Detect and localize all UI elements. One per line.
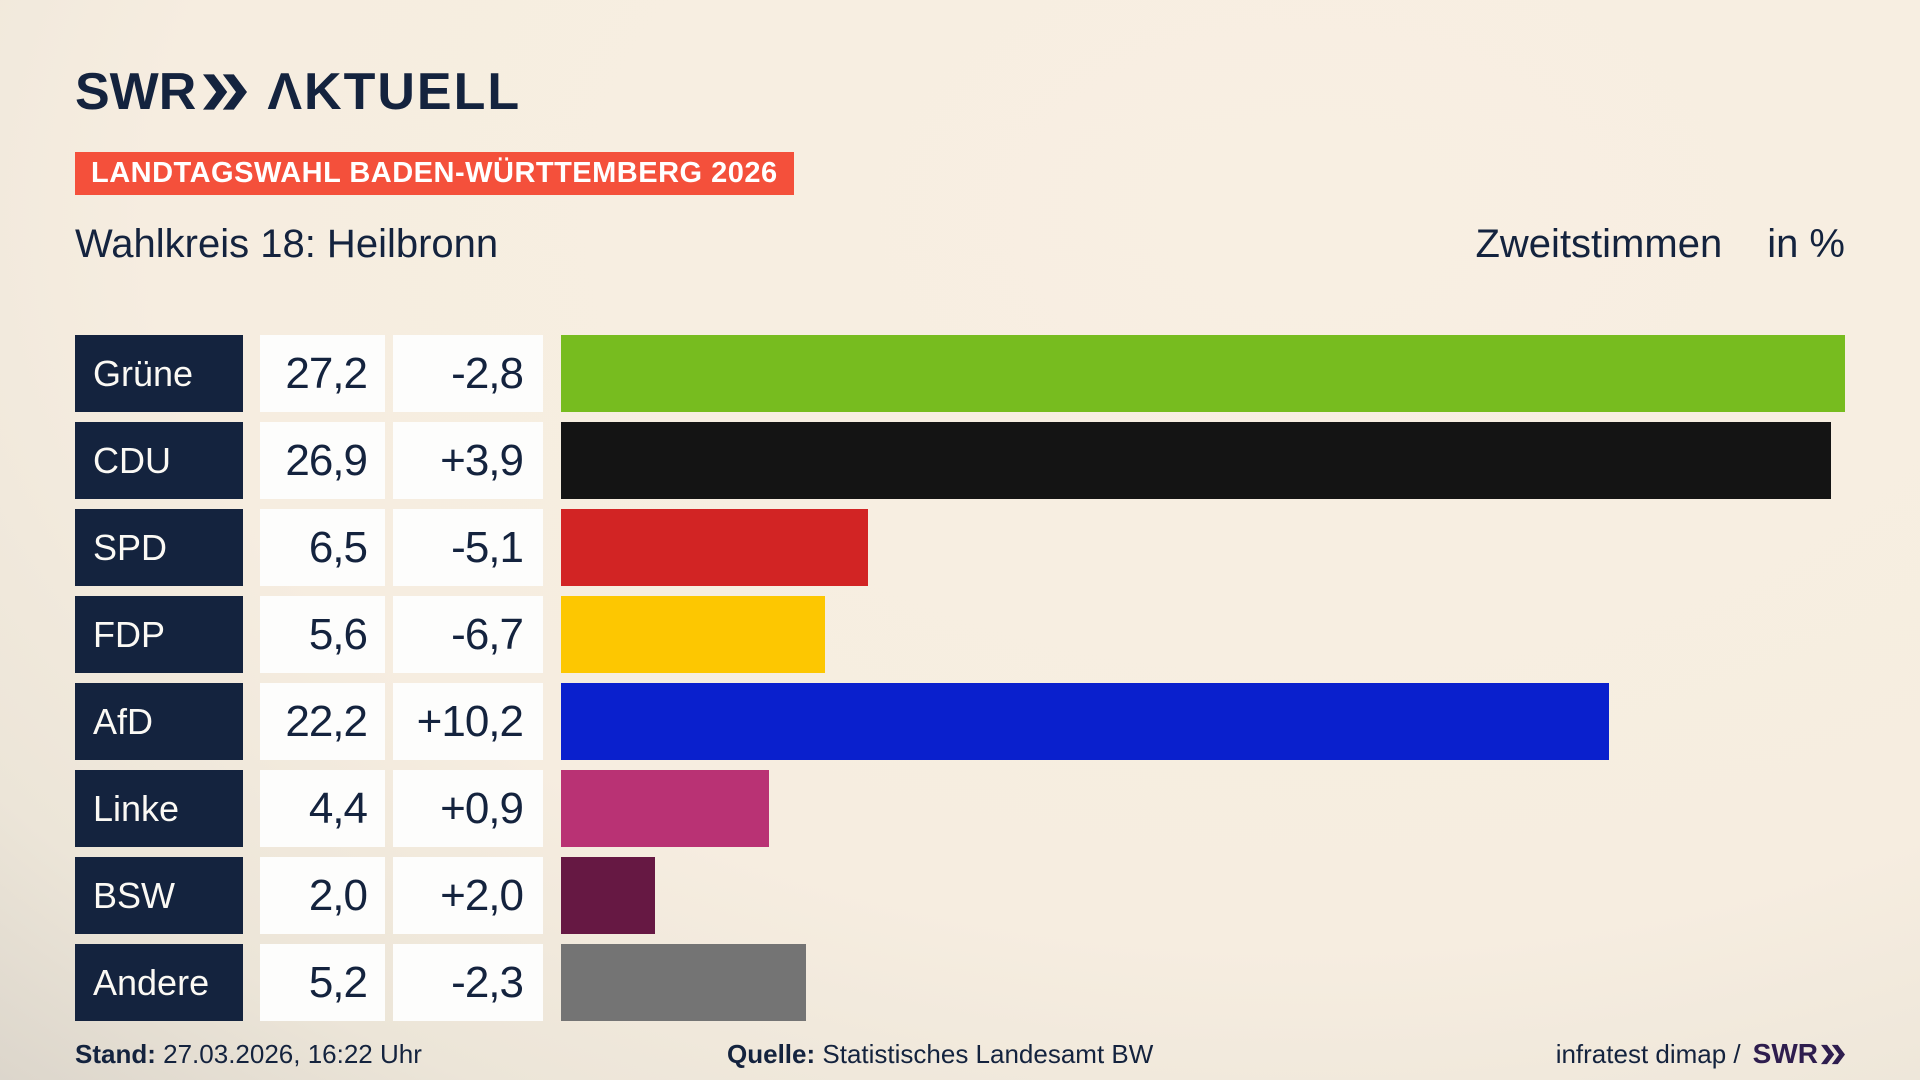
table-row: Linke 4,4 +0,9 — [75, 770, 1845, 847]
bar — [561, 335, 1845, 412]
party-label: SPD — [75, 509, 243, 586]
bar-area — [561, 770, 1845, 847]
value-cell: 6,5 — [260, 509, 385, 586]
swr-footer-logo-text: SWR — [1752, 1038, 1818, 1069]
bar — [561, 770, 769, 847]
bar-area — [561, 509, 1845, 586]
table-row: AfD 22,2 +10,2 — [75, 683, 1845, 760]
table-row: Grüne 27,2 -2,8 — [75, 335, 1845, 412]
bar — [561, 509, 868, 586]
bar-area — [561, 596, 1845, 673]
party-label: BSW — [75, 857, 243, 934]
table-row: BSW 2,0 +2,0 — [75, 857, 1845, 934]
change-cell: +3,9 — [393, 422, 543, 499]
change-cell: -5,1 — [393, 509, 543, 586]
results-table: Grüne 27,2 -2,8 CDU 26,9 +3,9 SPD 6,5 -5,1 FDP 5,6… — [75, 335, 1845, 1031]
party-label: AfD — [75, 683, 243, 760]
swr-aktuell-logo: SWR ΛKTUELL — [75, 62, 521, 122]
title-row: Wahlkreis 18: Heilbronn Zweitstimmen in % — [75, 222, 1845, 267]
value-type-label: Zweitstimmen in % — [1475, 222, 1845, 266]
bar-area — [561, 944, 1845, 1021]
bar — [561, 422, 1831, 499]
footer: Stand: 27.03.2026, 16:22 Uhr Quelle: Sta… — [75, 1034, 1845, 1074]
bar-area — [561, 857, 1845, 934]
table-row: CDU 26,9 +3,9 — [75, 422, 1845, 499]
bar — [561, 596, 826, 673]
change-cell: +0,9 — [393, 770, 543, 847]
bar — [561, 944, 807, 1021]
change-cell: +10,2 — [393, 683, 543, 760]
swr-logo-chevrons-icon — [203, 74, 248, 110]
party-label: Linke — [75, 770, 243, 847]
credit: infratest dimap / SWR — [1556, 1034, 1845, 1074]
table-row: Andere 5,2 -2,3 — [75, 944, 1845, 1021]
party-label: Andere — [75, 944, 243, 1021]
page-title: Wahlkreis 18: Heilbronn — [75, 222, 499, 266]
value-cell: 26,9 — [260, 422, 385, 499]
table-row: FDP 5,6 -6,7 — [75, 596, 1845, 673]
aktuell-logo-text: ΛKTUELL — [267, 63, 522, 121]
party-label: Grüne — [75, 335, 243, 412]
change-cell: +2,0 — [393, 857, 543, 934]
value-cell: 2,0 — [260, 857, 385, 934]
source-label: Quelle: Statistisches Landesamt BW — [727, 1039, 1154, 1069]
bar-area — [561, 422, 1845, 499]
bar — [561, 857, 656, 934]
change-cell: -6,7 — [393, 596, 543, 673]
swr-footer-chevrons-icon — [1821, 1044, 1845, 1064]
bar-area — [561, 683, 1845, 760]
value-cell: 5,6 — [260, 596, 385, 673]
value-cell: 5,2 — [260, 944, 385, 1021]
bar — [561, 683, 1609, 760]
value-cell: 22,2 — [260, 683, 385, 760]
change-cell: -2,3 — [393, 944, 543, 1021]
change-cell: -2,8 — [393, 335, 543, 412]
table-row: SPD 6,5 -5,1 — [75, 509, 1845, 586]
value-cell: 4,4 — [260, 770, 385, 847]
party-label: CDU — [75, 422, 243, 499]
bar-area — [561, 335, 1845, 412]
value-cell: 27,2 — [260, 335, 385, 412]
party-label: FDP — [75, 596, 243, 673]
stand-timestamp: Stand: 27.03.2026, 16:22 Uhr — [75, 1039, 422, 1069]
swr-logo-text: SWR — [75, 63, 197, 121]
election-banner: LANDTAGSWAHL BADEN-WÜRTTEMBERG 2026 — [75, 152, 794, 195]
